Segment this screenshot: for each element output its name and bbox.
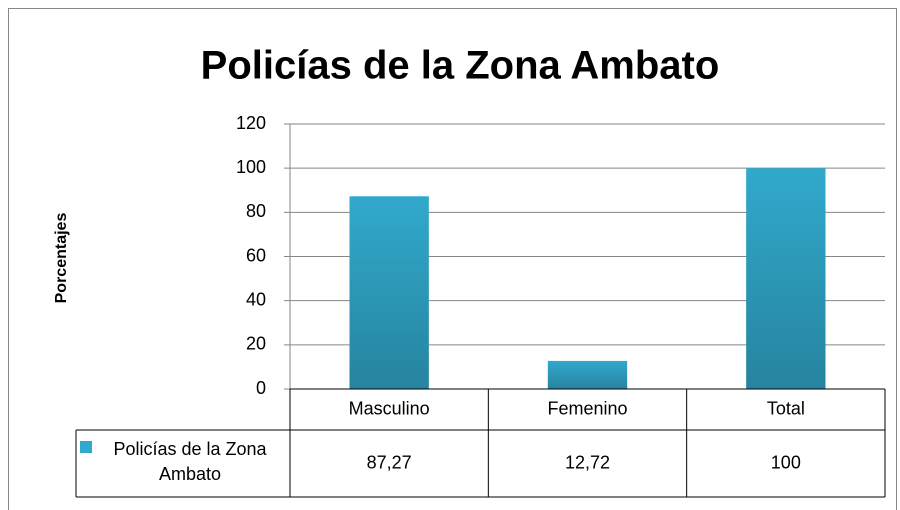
table-value: 87,27 [367,452,412,472]
y-tick-label: 120 [236,113,266,133]
chart-title: Policías de la Zona Ambato [201,44,720,88]
table-value: 12,72 [565,452,610,472]
legend-key [80,441,92,453]
y-axis-label: Porcentajes [53,213,70,304]
y-tick-label: 80 [246,201,266,221]
legend-label: Policías de la Zona Ambato [113,439,267,484]
y-tick-label: 0 [256,378,266,398]
y-tick-label: 60 [246,245,266,265]
table-value: 100 [771,452,801,472]
x-tick-label: Femenino [547,398,627,418]
x-tick-label: Total [767,398,805,418]
bar-shade [547,360,628,389]
bar-shade [349,196,429,389]
y-tick-label: 100 [236,157,266,177]
bar-shade [746,168,826,389]
y-tick-label: 20 [246,334,266,354]
x-tick-label: Masculino [349,398,430,418]
y-tick-label: 40 [246,289,266,309]
